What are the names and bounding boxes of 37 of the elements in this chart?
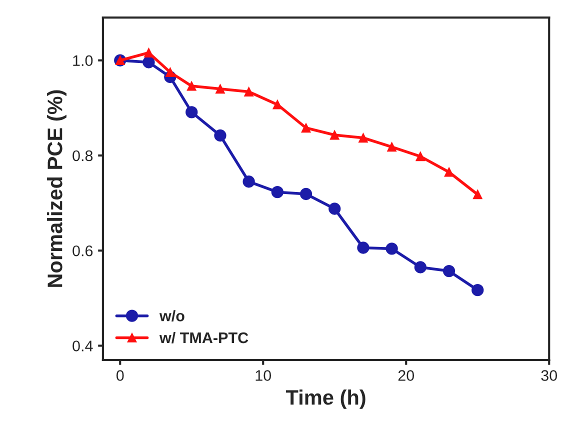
point — [414, 261, 426, 274]
point — [186, 81, 196, 91]
x-tick-label: 30 — [541, 370, 558, 381]
point — [165, 68, 175, 77]
point — [300, 188, 312, 200]
point — [386, 242, 398, 255]
point — [186, 106, 198, 118]
point — [328, 202, 341, 215]
point — [357, 242, 370, 254]
y-tick-label: 0.4 — [72, 340, 93, 352]
y-tick-label: 0.8 — [72, 150, 93, 162]
y-axis-title: Normalized PCE (%) — [47, 90, 66, 287]
point — [216, 84, 225, 94]
point — [387, 142, 397, 152]
point — [214, 129, 226, 142]
x-axis-title: Time (h) — [286, 390, 366, 409]
point — [358, 133, 368, 143]
y-tick-label: 0.6 — [72, 245, 93, 256]
point — [472, 284, 484, 296]
x-tick-label: 20 — [398, 370, 414, 381]
point — [301, 123, 311, 133]
x-tick-label: 10 — [256, 370, 272, 381]
point — [142, 56, 155, 68]
point — [444, 167, 454, 177]
point — [416, 152, 426, 162]
y-tick-label: 1.0 — [73, 55, 93, 66]
legend-label: w/ TMA-PTC — [159, 332, 248, 344]
x-tick-label: 0 — [116, 370, 124, 381]
point — [330, 130, 340, 140]
point — [442, 264, 456, 278]
point — [242, 176, 255, 188]
point — [244, 87, 254, 96]
point — [472, 190, 482, 200]
point — [144, 48, 154, 58]
point — [271, 186, 284, 198]
legend-label: w/o — [159, 310, 184, 322]
point — [272, 100, 282, 110]
